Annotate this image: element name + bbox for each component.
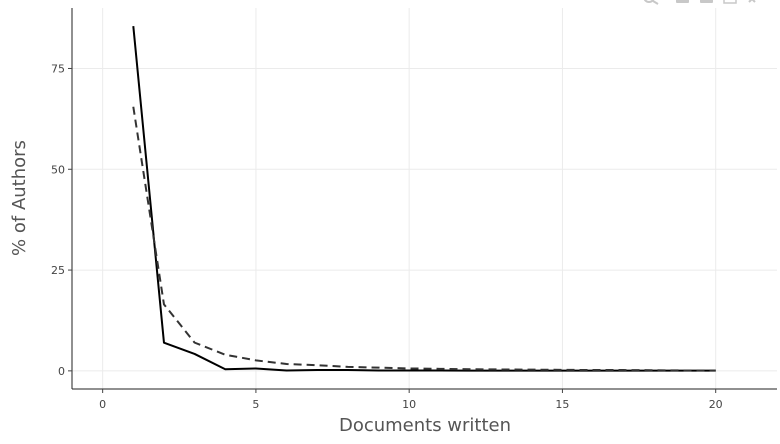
x-tick-label: 10 [402,398,416,411]
y-tick-label: 0 [58,365,65,378]
x-tick-label: 15 [555,398,569,411]
series-line-dashed [132,106,716,372]
x-tick-label: 0 [99,398,106,411]
reset-icon[interactable] [748,0,756,3]
labels: Documents written % of Authors [9,140,511,436]
x-axis-title: Documents written [339,415,511,436]
box-select-icon[interactable] [700,0,713,3]
autoscale-icon[interactable] [723,0,737,4]
y-tick-label: 75 [51,62,65,75]
series-line-solid [132,26,716,372]
x-tick-label: 20 [709,398,723,411]
y-tick-label: 25 [51,264,65,277]
series-group [132,26,716,372]
x-tick-label: 5 [252,398,259,411]
modebar[interactable] [643,0,756,5]
y-axis-title: % of Authors [9,140,30,256]
axes: 0 5 10 15 20 0 25 50 75 [51,8,777,411]
pan-icon[interactable] [676,0,689,3]
grid [72,8,777,389]
y-tick-label: 50 [51,163,65,176]
zoom-icon[interactable] [643,0,659,5]
